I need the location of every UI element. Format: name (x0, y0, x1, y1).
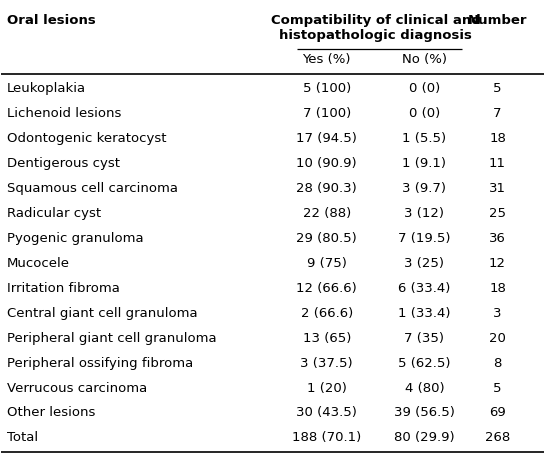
Text: No (%): No (%) (402, 52, 447, 66)
Text: Pyogenic granuloma: Pyogenic granuloma (7, 231, 143, 244)
Text: 7 (35): 7 (35) (404, 331, 444, 344)
Text: 3 (12): 3 (12) (404, 207, 444, 219)
Text: 17 (94.5): 17 (94.5) (296, 132, 357, 145)
Text: 5: 5 (493, 82, 502, 95)
Text: 36: 36 (489, 231, 506, 244)
Text: 5 (100): 5 (100) (302, 82, 351, 95)
Text: Odontogenic keratocyst: Odontogenic keratocyst (7, 132, 166, 145)
Text: 4 (80): 4 (80) (404, 381, 444, 394)
Text: 9 (75): 9 (75) (307, 256, 347, 269)
Text: Other lesions: Other lesions (7, 406, 95, 419)
Text: Lichenoid lesions: Lichenoid lesions (7, 107, 121, 120)
Text: 1 (33.4): 1 (33.4) (398, 306, 451, 319)
Text: 39 (56.5): 39 (56.5) (394, 406, 455, 419)
Text: 7: 7 (493, 107, 502, 120)
Text: 7 (100): 7 (100) (302, 107, 351, 120)
Text: 3 (37.5): 3 (37.5) (300, 356, 353, 369)
Text: 80 (29.9): 80 (29.9) (394, 431, 455, 443)
Text: 188 (70.1): 188 (70.1) (292, 431, 361, 443)
Text: Total: Total (7, 431, 38, 443)
Text: 1 (20): 1 (20) (307, 381, 347, 394)
Text: Verrucous carcinoma: Verrucous carcinoma (7, 381, 147, 394)
Text: Number: Number (468, 14, 527, 27)
Text: 6 (33.4): 6 (33.4) (398, 281, 451, 294)
Text: 31: 31 (489, 182, 506, 195)
Text: 5 (62.5): 5 (62.5) (398, 356, 451, 369)
Text: Squamous cell carcinoma: Squamous cell carcinoma (7, 182, 178, 195)
Text: 0 (0): 0 (0) (409, 82, 440, 95)
Text: 3: 3 (493, 306, 502, 319)
Text: 30 (43.5): 30 (43.5) (296, 406, 357, 419)
Text: 1 (5.5): 1 (5.5) (402, 132, 446, 145)
Text: Irritation fibroma: Irritation fibroma (7, 281, 120, 294)
Text: 25: 25 (489, 207, 506, 219)
Text: 1 (9.1): 1 (9.1) (402, 157, 446, 170)
Text: Mucocele: Mucocele (7, 256, 70, 269)
Text: Central giant cell granuloma: Central giant cell granuloma (7, 306, 197, 319)
Text: 8: 8 (493, 356, 502, 369)
Text: 7 (19.5): 7 (19.5) (398, 231, 451, 244)
Text: 2 (66.6): 2 (66.6) (301, 306, 353, 319)
Text: 12 (66.6): 12 (66.6) (296, 281, 357, 294)
Text: Yes (%): Yes (%) (302, 52, 351, 66)
Text: Compatibility of clinical and
histopathologic diagnosis: Compatibility of clinical and histopatho… (271, 14, 480, 42)
Text: Peripheral giant cell granuloma: Peripheral giant cell granuloma (7, 331, 216, 344)
Text: 3 (9.7): 3 (9.7) (402, 182, 446, 195)
Text: 0 (0): 0 (0) (409, 107, 440, 120)
Text: 10 (90.9): 10 (90.9) (296, 157, 357, 170)
Text: Radicular cyst: Radicular cyst (7, 207, 101, 219)
Text: Peripheral ossifying fibroma: Peripheral ossifying fibroma (7, 356, 193, 369)
Text: 28 (90.3): 28 (90.3) (296, 182, 357, 195)
Text: 3 (25): 3 (25) (404, 256, 444, 269)
Text: 12: 12 (489, 256, 506, 269)
Text: 22 (88): 22 (88) (302, 207, 351, 219)
Text: 18: 18 (489, 132, 506, 145)
Text: Leukoplakia: Leukoplakia (7, 82, 86, 95)
Text: 69: 69 (489, 406, 506, 419)
Text: 13 (65): 13 (65) (302, 331, 351, 344)
Text: 18: 18 (489, 281, 506, 294)
Text: 11: 11 (489, 157, 506, 170)
Text: 5: 5 (493, 381, 502, 394)
Text: 29 (80.5): 29 (80.5) (296, 231, 357, 244)
Text: 20: 20 (489, 331, 506, 344)
Text: Dentigerous cyst: Dentigerous cyst (7, 157, 120, 170)
Text: 268: 268 (485, 431, 510, 443)
Text: Oral lesions: Oral lesions (7, 14, 95, 27)
